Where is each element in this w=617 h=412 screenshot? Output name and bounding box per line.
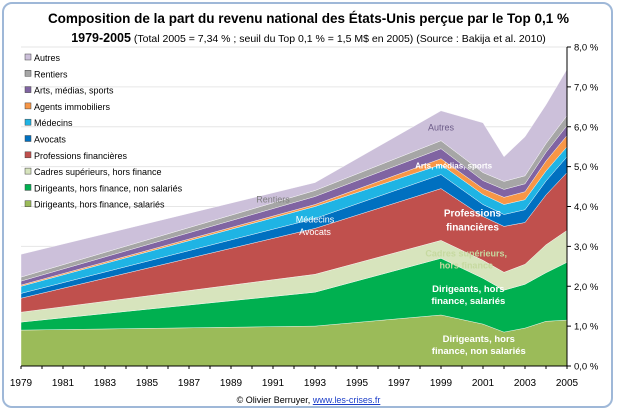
chart-title: Composition de la part du revenu nationa… [47,11,570,26]
y-tick-label: 3,0 % [574,242,599,253]
annotation: finance, salariés [431,296,505,307]
annotation: Autres [428,123,455,133]
annotation: Médecins [296,214,335,224]
annotation: Dirigeants, hors [443,334,515,345]
subtitle-years: 1979-2005 [71,31,131,45]
annotation: Avocats [299,227,331,237]
credit-link[interactable]: www.les-crises.fr [312,395,381,405]
x-tick-label: 1983 [94,378,117,389]
annotation: Rentiers [256,195,290,205]
credit-line: © Olivier Berruyer, www.les-crises.fr [0,395,617,405]
y-tick-label: 6,0 % [574,122,599,133]
legend-label: Rentiers [34,69,68,79]
legend-swatch [24,102,32,110]
credit-author: © Olivier Berruyer, [236,395,313,405]
legend-label: Professions financières [34,151,128,161]
legend-swatch [24,167,32,175]
legend-swatch [24,70,32,77]
y-tick-label: 7,0 % [574,82,599,93]
legend-swatch [24,184,32,191]
annotation: financières [446,222,499,233]
x-tick-label: 1979 [10,378,33,389]
subtitle-detail: (Total 2005 = 7,34 % ; seuil du Top 0,1 … [133,33,546,45]
chart-subtitle: 1979-2005 (Total 2005 = 7,34 % ; seuil d… [0,31,617,45]
legend-swatch [24,135,32,142]
y-tick-label: 5,0 % [574,162,599,173]
annotation: Dirigeants, hors [432,284,504,295]
x-tick-label: 1981 [52,378,75,389]
legend-label: Arts, médias, sports [34,86,114,96]
y-tick-label: 4,0 % [574,202,599,213]
legend-label: Médecins [34,118,73,128]
legend-swatch [24,53,32,61]
y-tick-label: 2,0 % [574,282,599,293]
x-tick-label: 2003 [514,378,537,389]
x-tick-label: 1999 [430,378,453,389]
x-tick-label: 1989 [220,378,243,389]
legend-swatch [24,118,32,126]
legend-label: Agents immobiliers [34,102,111,112]
x-tick-label: 1991 [262,378,285,389]
legend-swatch [24,86,32,93]
legend-swatch [24,200,32,207]
legend-label: Autres [34,53,61,63]
x-tick-label: 2005 [556,378,579,389]
annotation: Cadres supérieurs, [425,248,507,258]
x-tick-label: 2001 [472,378,495,389]
y-tick-label: 8,0 % [574,43,599,54]
x-tick-label: 1987 [178,378,201,389]
legend-label: Dirigeants, hors finance, salariés [34,200,165,210]
legend-swatch [24,151,32,159]
annotation: Professions [444,208,502,219]
legend-label: Dirigeants, hors finance, non salariés [34,183,183,193]
x-tick-label: 1997 [388,378,411,389]
x-tick-label: 1995 [346,378,369,389]
legend-label: Cadres supérieurs, hors finance [34,167,162,177]
x-tick-label: 1985 [136,378,159,389]
y-tick-label: 1,0 % [574,322,599,333]
x-tick-label: 1993 [304,378,327,389]
annotation: hors finance [439,260,493,270]
annotation: finance, non salariés [432,346,526,357]
annotation: Arts, médias, sports [415,162,492,171]
legend-label: Avocats [34,135,66,145]
y-tick-label: 0,0 % [574,362,599,373]
